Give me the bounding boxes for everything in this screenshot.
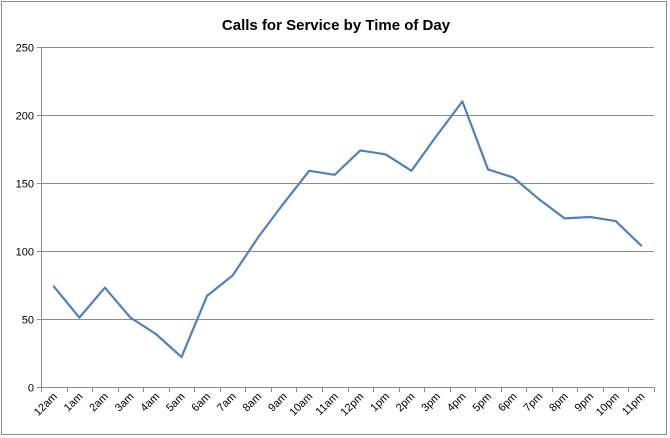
x-tick-label: 2am (87, 391, 111, 415)
x-tick-label: 4am (138, 391, 162, 415)
x-tick-label: 11pm (620, 391, 647, 418)
series-layer (52, 100, 643, 359)
x-tick-label: 9pm (573, 391, 597, 415)
y-tick-label: 250 (16, 43, 34, 55)
y-tick-label: 50 (22, 315, 34, 327)
x-tick-label: 4pm (445, 391, 469, 415)
chart-title: Calls for Service by Time of Day (222, 17, 451, 34)
axes (37, 47, 655, 392)
x-tick-label: 6pm (496, 391, 520, 415)
gridlines (41, 47, 654, 320)
x-tick-label: 10am (287, 391, 315, 419)
x-tick-label: 10pm (594, 391, 622, 419)
y-tick-label: 100 (16, 247, 34, 259)
x-tick-label: 5am (164, 391, 188, 415)
x-tick-label: 7am (215, 391, 239, 415)
x-axis-ticks: 12am 1am 2am 3am 4am 5am 6am 7am 8am 9am10am11am1… (32, 391, 647, 419)
x-tick-label: 9am (266, 391, 290, 415)
x-tick-label: 1am (62, 391, 86, 415)
x-tick-label: 8am (241, 391, 265, 415)
y-tick-label: 150 (16, 179, 34, 191)
x-tick-label: 3am (113, 391, 137, 415)
x-tick-label: 3pm (419, 391, 443, 415)
x-tick-label: 6am (190, 391, 214, 415)
y-tick-label: 0 (28, 383, 34, 395)
x-tick-label: 12am (32, 391, 60, 419)
x-tick-label: 8pm (547, 391, 571, 415)
series-line (52, 100, 643, 359)
x-tick-label: 2pm (394, 391, 418, 415)
x-tick-label: 1pm (368, 391, 392, 415)
x-tick-label: 5pm (470, 391, 494, 415)
y-tick-label: 200 (16, 111, 34, 123)
y-axis-ticks: 0 50 100 150 200 250 (16, 43, 34, 395)
x-tick-label: 7pm (522, 391, 546, 415)
x-tick-label: 12pm (338, 391, 366, 419)
x-tick-label: 11am (313, 391, 340, 418)
